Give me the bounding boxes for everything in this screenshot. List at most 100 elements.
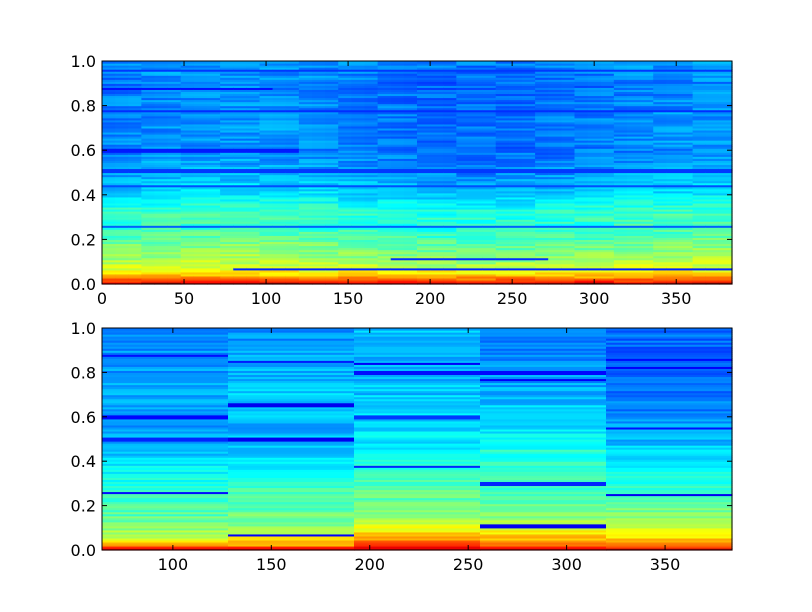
heatmap-cell	[115, 277, 129, 281]
heatmap-cell	[456, 107, 471, 111]
heatmap-cell	[430, 251, 444, 255]
heatmap-cell	[640, 93, 654, 97]
heatmap-cell	[679, 146, 694, 149]
heatmap-cell	[167, 79, 182, 82]
heatmap-cell	[246, 144, 261, 147]
heatmap-cell	[180, 142, 195, 145]
heatmap-cell	[167, 184, 182, 188]
heatmap-cell	[115, 208, 129, 212]
heatmap-cell	[430, 115, 444, 119]
heatmap-cell	[417, 150, 431, 153]
heatmap-cell	[115, 158, 129, 161]
heatmap-cell	[207, 182, 221, 186]
heatmap-cell	[325, 200, 339, 204]
heatmap-cell	[167, 196, 182, 200]
heatmap-cell	[285, 227, 300, 230]
heatmap-cell	[246, 239, 261, 243]
heatmap-cell	[522, 146, 536, 149]
heatmap-cell	[627, 271, 641, 275]
heatmap-cell	[115, 136, 129, 139]
heatmap-cell	[430, 99, 444, 103]
heatmap-cell	[666, 129, 681, 133]
heatmap-cell	[430, 63, 444, 66]
heatmap-cell	[522, 215, 536, 218]
heatmap-cell	[259, 182, 274, 186]
heatmap-cell	[548, 164, 562, 168]
heatmap-cell	[207, 277, 221, 281]
heatmap-cell	[298, 281, 313, 285]
heatmap-cell	[220, 237, 234, 240]
heatmap-cell	[482, 231, 497, 234]
heatmap-cell	[548, 127, 562, 131]
heatmap-cell	[390, 79, 405, 82]
heatmap-cell	[417, 93, 431, 97]
heatmap-cell	[495, 144, 510, 147]
heatmap-cell	[417, 255, 431, 259]
heatmap-cell	[574, 103, 589, 107]
heatmap-cell	[338, 97, 352, 101]
heatmap-cell	[338, 198, 352, 202]
heatmap-cell	[220, 146, 234, 149]
heatmap-cell	[469, 103, 484, 107]
heatmap-cell	[666, 269, 681, 273]
heatmap-cell	[443, 231, 457, 234]
heatmap-cell	[613, 279, 628, 283]
heatmap-cell	[613, 206, 628, 210]
heatmap-cell	[259, 255, 274, 259]
heatmap-cell	[574, 133, 589, 137]
heatmap-cell	[272, 79, 287, 82]
heatmap-cell	[548, 223, 562, 226]
heatmap-cell	[627, 180, 641, 184]
heatmap-cell	[128, 142, 142, 145]
heatmap-cell	[220, 123, 234, 127]
heatmap-cell	[613, 65, 628, 68]
heatmap-cell	[640, 146, 654, 149]
heatmap-cell	[666, 99, 681, 103]
heatmap-cell	[285, 75, 300, 78]
heatmap-cell	[456, 99, 471, 103]
heatmap-cell	[403, 89, 418, 93]
heatmap-cell	[561, 186, 576, 190]
heatmap-cell	[627, 188, 641, 192]
heatmap-cell	[115, 182, 129, 186]
heatmap-cell	[338, 182, 352, 186]
heatmap-cell	[653, 255, 667, 259]
heatmap-cell	[285, 184, 300, 188]
heatmap-cell	[653, 271, 667, 275]
heatmap-cell	[377, 160, 392, 163]
heatmap-cell	[666, 75, 681, 78]
heatmap-cell	[193, 63, 208, 66]
heatmap-cell	[338, 69, 352, 72]
heatmap-cell	[351, 83, 366, 86]
heatmap-cell	[207, 279, 221, 283]
heatmap-cell	[587, 188, 602, 192]
heatmap-cell	[653, 109, 667, 113]
heatmap-cell	[141, 160, 156, 163]
heatmap-cell	[193, 93, 208, 97]
heatmap-cell	[272, 225, 287, 228]
heatmap-cell	[325, 265, 339, 269]
heatmap-cell	[272, 148, 287, 151]
heatmap-cell	[102, 176, 116, 180]
heatmap-cell	[613, 176, 628, 180]
heatmap-cell	[640, 69, 654, 72]
heatmap-cell	[154, 140, 169, 143]
heatmap-cell	[469, 93, 484, 97]
heatmap-cell	[535, 198, 549, 202]
heatmap-cell	[482, 215, 497, 218]
heatmap-cell	[272, 133, 287, 137]
heatmap-cell	[298, 261, 313, 265]
heatmap-cell	[233, 235, 247, 238]
heatmap-cell	[653, 190, 667, 194]
heatmap-cell	[640, 81, 654, 84]
heatmap-cell	[469, 219, 484, 222]
heatmap-cell	[561, 263, 576, 267]
heatmap-cell	[653, 123, 667, 127]
heatmap-cell	[102, 77, 116, 80]
heatmap-cell	[115, 176, 129, 180]
heatmap-cell	[456, 121, 471, 125]
heatmap-cell	[613, 121, 628, 125]
heatmap-cell	[338, 215, 352, 218]
heatmap-cell	[193, 81, 208, 84]
heatmap-cell	[338, 211, 352, 214]
